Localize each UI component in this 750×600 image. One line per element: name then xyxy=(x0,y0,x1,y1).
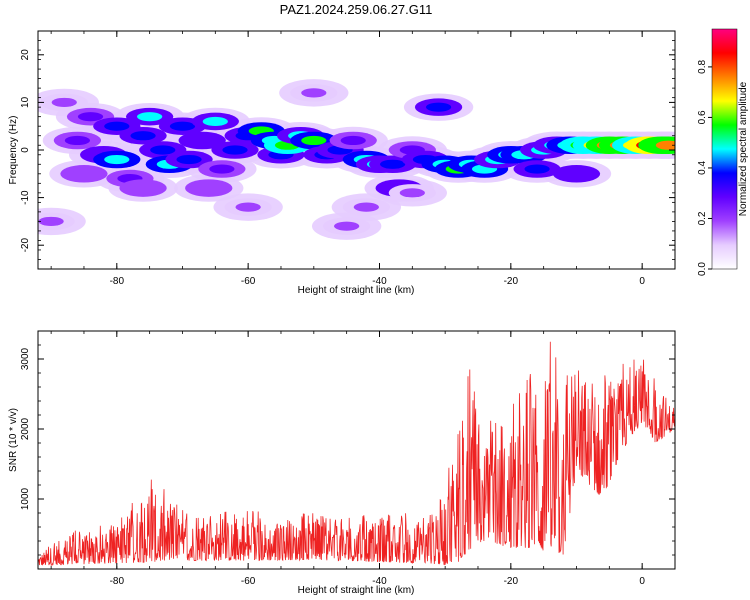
heatmap-core xyxy=(150,145,176,155)
heatmap-core xyxy=(64,135,91,146)
snr-line-area xyxy=(38,341,675,566)
snr-series-line xyxy=(38,341,675,566)
heatmap-y-tick-label: 0 xyxy=(20,147,31,153)
snr-frame xyxy=(37,330,676,570)
heatmap-field xyxy=(38,79,675,240)
snr-x-tick-label: -40 xyxy=(372,576,387,587)
snr-y-tick-label: 3000 xyxy=(20,347,31,370)
heatmap-core xyxy=(524,164,550,174)
heatmap-core xyxy=(130,131,156,141)
heatmap-core xyxy=(189,135,215,146)
colorbar-tick-label: 0.2 xyxy=(697,211,708,225)
colorbar-tick-label: 0.6 xyxy=(697,110,708,124)
heatmap-core xyxy=(202,116,228,127)
heatmap-core xyxy=(51,97,77,107)
page-title: PAZ1.2024.259.06.27.G11 xyxy=(280,2,433,17)
heatmap-x-tick-label: -80 xyxy=(110,276,125,287)
heatmap-core xyxy=(222,145,248,155)
heatmap-core xyxy=(169,121,196,131)
heatmap-core xyxy=(104,154,130,165)
heatmap-core xyxy=(235,202,261,212)
heatmap-y-tick-label: 10 xyxy=(20,96,31,108)
snr-x-tick-label: -20 xyxy=(504,576,519,587)
heatmap-core xyxy=(137,112,163,122)
heatmap-y-tick-label: -20 xyxy=(20,238,31,253)
snr-y-tick-label: 1000 xyxy=(20,487,31,510)
heatmap-x-tick-label: 0 xyxy=(639,276,645,287)
snr-x-tick-label: 0 xyxy=(639,576,645,587)
heatmap-core xyxy=(77,112,104,122)
colorbar-tick-label: 0.0 xyxy=(697,262,708,276)
heatmap-x-tick-label: -20 xyxy=(504,276,519,287)
heatmap-core xyxy=(380,159,406,169)
colorbar-tick-label: 0.4 xyxy=(697,161,708,175)
heatmap-x-tick-label: -40 xyxy=(372,276,387,287)
heatmap-core xyxy=(71,169,97,179)
heatmap-core xyxy=(655,140,675,150)
heatmap-core xyxy=(104,121,130,131)
snr-x-tick-label: -60 xyxy=(241,576,256,587)
heatmap-axes: -80 -60 -40 -20 0 -20 -10 0 10 20 xyxy=(20,30,676,287)
heatmap-core xyxy=(38,216,64,226)
heatmap-core xyxy=(399,188,425,198)
heatmap-core xyxy=(301,88,327,98)
snr-y-label: SNR (10 * v/v) xyxy=(8,408,19,472)
snr-y-tick-label: 2000 xyxy=(20,417,31,440)
heatmap-x-tick-label: -60 xyxy=(241,276,256,287)
heatmap-core xyxy=(334,221,360,231)
snr-x-tick-label: -80 xyxy=(110,576,125,587)
heatmap-y-label: Frequency (Hz) xyxy=(8,116,19,185)
snr-x-label: Height of straight line (km) xyxy=(298,585,415,596)
colorbar xyxy=(711,28,738,270)
heatmap-core xyxy=(196,183,222,193)
heatmap-core xyxy=(425,102,452,112)
colorbar-ticks: 0.0 0.2 0.4 0.6 0.8 xyxy=(697,60,712,276)
snr-axes: -80 -60 -40 -20 0 1000 2000 3000 xyxy=(20,330,676,587)
heatmap-core xyxy=(301,135,327,146)
heatmap-y-tick-label: 20 xyxy=(20,49,31,61)
colorbar-tick-label: 0.8 xyxy=(697,60,708,74)
heatmap-core xyxy=(209,164,235,174)
colorbar-label: Normalized spectral amplitude xyxy=(738,81,749,216)
heatmap-core xyxy=(130,183,156,193)
heatmap-x-label: Height of straight line (km) xyxy=(298,285,415,296)
heatmap-y-tick-label: -10 xyxy=(20,190,31,205)
heatmap-core xyxy=(176,154,202,165)
heatmap-core xyxy=(563,169,590,179)
heatmap-core xyxy=(340,135,366,146)
heatmap-core xyxy=(353,202,379,212)
